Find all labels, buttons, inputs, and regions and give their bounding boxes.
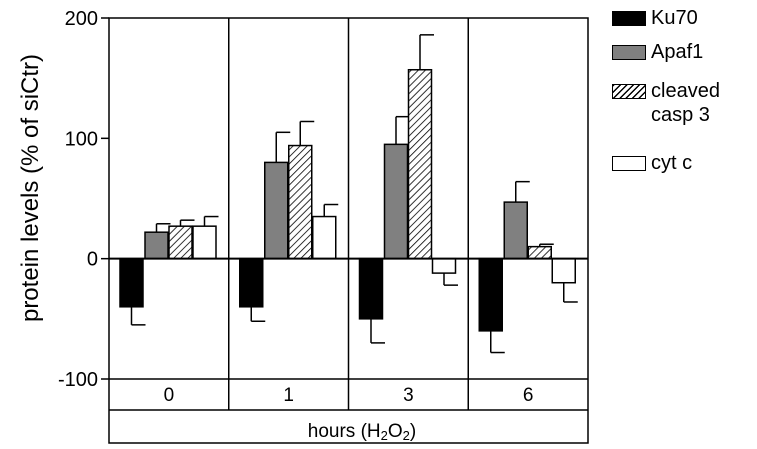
bar <box>312 215 337 260</box>
bar <box>358 257 384 320</box>
bar <box>527 245 552 260</box>
legend-label-cleaved-casp3: cleaved casp 3 <box>651 80 720 126</box>
legend-item-cyt-c: cyt c <box>612 151 751 175</box>
bar <box>288 144 313 260</box>
bar <box>119 257 144 308</box>
legend-label-ku70: Ku70 <box>651 7 698 29</box>
legend-item-apaf1: Apaf1 <box>612 40 751 64</box>
bar <box>144 231 169 260</box>
bar <box>503 201 528 260</box>
legend-item-ku70: Ku70 <box>612 6 751 30</box>
plot-frame <box>108 17 589 444</box>
bar <box>192 225 217 260</box>
legend-swatch-cleaved-casp3 <box>612 84 646 99</box>
y-tick-label: -100 <box>58 369 98 391</box>
bars-layer <box>119 34 578 354</box>
category-label: 6 <box>523 385 534 406</box>
bar <box>168 225 193 260</box>
bar <box>551 257 576 284</box>
y-tick-label: 100 <box>65 128 98 150</box>
y-tick-label: 0 <box>87 249 98 271</box>
bar <box>478 257 503 332</box>
y-axis-label: protein levels (% of siCtr) <box>17 54 44 322</box>
bar <box>407 68 433 260</box>
bar <box>264 161 289 260</box>
bar <box>431 257 457 274</box>
legend-swatch-apaf1 <box>612 45 646 60</box>
category-label: 3 <box>403 385 414 406</box>
bar <box>239 257 264 308</box>
legend-swatch-ku70 <box>612 11 646 26</box>
axes-layer: 0 1 3 6 -100 0 100 200 <box>58 8 588 406</box>
legend-swatch-cyt-c <box>612 156 646 171</box>
bar <box>383 143 409 260</box>
x-axis-label: hours (H2O2) <box>308 421 416 443</box>
bar-chart: 0 1 3 6 -100 0 100 200 protein levels (% of siC… <box>17 8 589 444</box>
y-tick-label: 200 <box>65 8 98 30</box>
legend-label-apaf1: Apaf1 <box>651 41 704 63</box>
category-label: 0 <box>164 385 175 406</box>
legend-label-cyt-c: cyt c <box>651 152 693 174</box>
category-label: 1 <box>283 385 294 406</box>
legend-item-cleaved-casp3: cleaved casp 3 <box>612 79 751 127</box>
